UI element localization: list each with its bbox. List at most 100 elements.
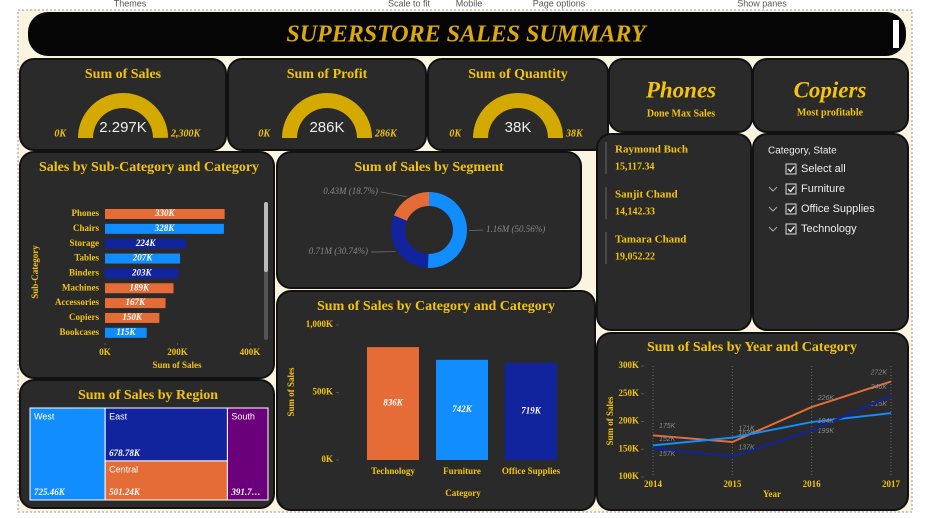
customer-value: 14,142.33	[615, 206, 655, 217]
gauge-min: 0K	[258, 128, 271, 139]
data-label: 391.7…	[230, 487, 260, 497]
check	[787, 206, 796, 213]
chart-title: Sales by Sub-Category and Category	[39, 160, 259, 175]
data-label: 501.24K	[109, 487, 141, 497]
toolbar-item[interactable]: Page options	[533, 0, 586, 8]
bar	[105, 223, 224, 234]
toolbar-item[interactable]: Show panes	[737, 0, 787, 8]
y-axis-label: Sum of Sales	[605, 396, 615, 446]
y-tick-label: Accessories	[55, 297, 99, 307]
data-label: 152K	[659, 436, 676, 443]
data-label: 0.43M (18.7%)	[323, 186, 378, 196]
bar	[105, 209, 225, 219]
bar	[505, 362, 557, 460]
customer-name: Raymond Buch	[615, 144, 688, 156]
x-tick-label: 2014	[644, 479, 663, 489]
gauge-max: 286K	[374, 128, 398, 139]
y-tick-label: 1,000K	[306, 319, 333, 329]
checkbox[interactable]	[785, 223, 797, 235]
gauge-fill	[282, 93, 372, 138]
data-label: 719K	[521, 406, 542, 416]
x-tick-label: 400K	[240, 347, 261, 357]
data-label: 137K	[738, 444, 755, 451]
gauge-min: 0K	[54, 128, 67, 139]
gauge-title: Sum of Sales	[85, 67, 162, 82]
toolbar-item[interactable]: Mobile	[456, 0, 483, 8]
card-value: Copiers	[794, 77, 867, 102]
gauge-value: 38K	[505, 119, 532, 136]
chart-title: Sum of Sales by Segment	[354, 160, 504, 175]
gauge-fill	[78, 93, 168, 138]
slicer-item[interactable]: Office Supplies	[801, 203, 875, 215]
gauge-title: Sum of Quantity	[468, 67, 568, 82]
data-label: 207K	[132, 253, 154, 263]
toolbar-item[interactable]: Scale to fit	[388, 0, 431, 8]
y-tick-label: 200K	[618, 416, 639, 426]
customer-value: 19,052.22	[615, 251, 655, 262]
data-label: 115K	[116, 327, 136, 337]
bar	[436, 359, 488, 460]
bar	[105, 268, 179, 279]
y-tick-label: Bookcases	[59, 327, 99, 337]
chevron	[768, 226, 778, 232]
checkbox[interactable]	[785, 183, 797, 195]
y-tick-label: Binders	[69, 267, 100, 277]
donut-slice	[393, 192, 429, 221]
data-label: 246K	[870, 384, 888, 391]
scroll-thumb[interactable]	[264, 202, 268, 272]
data-label: 157K	[659, 451, 676, 458]
slicer-item[interactable]: Select all	[801, 163, 846, 175]
chart-title: Sum of Sales by Region	[78, 388, 218, 403]
series-line	[652, 395, 892, 458]
y-tick-label: Phones	[71, 208, 99, 218]
gauge-max: 38K	[565, 128, 584, 139]
y-tick-label: 250K	[618, 388, 639, 398]
treemap-tile	[104, 460, 228, 501]
toolbar-item[interactable]: Themes	[114, 0, 147, 8]
panel	[596, 133, 752, 331]
data-label: 836K	[383, 398, 404, 408]
slicer-title: Category, State	[768, 146, 837, 157]
y-tick-label: Tables	[74, 253, 99, 263]
data-label: 150K	[122, 312, 143, 322]
slicer-item[interactable]: Technology	[801, 223, 857, 235]
tile-label: South	[231, 411, 255, 421]
data-label: 330K	[154, 208, 176, 218]
x-axis-label: Category	[445, 488, 481, 498]
checkbox[interactable]	[785, 163, 797, 175]
bar	[105, 298, 166, 309]
series-line	[652, 412, 892, 447]
data-label: 171K	[738, 425, 755, 432]
panel	[19, 151, 275, 379]
chart-title: Sum of Sales by Year and Category	[647, 340, 857, 355]
slicer-item[interactable]: Furniture	[801, 183, 845, 195]
checkbox[interactable]	[785, 203, 797, 215]
data-label: 0.71M (30.74%)	[309, 246, 368, 256]
tile-label: Central	[109, 464, 138, 474]
data-label: 203K	[131, 267, 153, 277]
y-tick-label: 100K	[618, 471, 639, 481]
data-label: 215K	[870, 401, 888, 408]
x-tick-label: Furniture	[443, 466, 481, 476]
y-tick-label: Copiers	[69, 312, 99, 322]
tile-label: East	[109, 411, 128, 421]
x-tick-label: 2016	[803, 479, 822, 489]
x-tick-label: 2015	[723, 479, 742, 489]
y-tick-label: 0K	[321, 454, 333, 464]
donut-slice	[391, 215, 429, 268]
y-tick-label: Chairs	[73, 223, 100, 233]
y-tick-label: 150K	[618, 443, 639, 453]
data-label: 328K	[154, 223, 176, 233]
x-tick-label: Office Supplies	[502, 466, 561, 476]
gauge-title: Sum of Profit	[287, 67, 368, 82]
donut-slice	[427, 191, 468, 268]
check	[787, 166, 796, 173]
leader-line	[380, 191, 407, 198]
x-tick-label: 2017	[882, 479, 901, 489]
x-axis-label: Year	[763, 489, 781, 499]
bar	[367, 347, 419, 460]
x-tick-label: 0K	[99, 347, 111, 357]
panel	[752, 133, 909, 331]
treemap-tile	[29, 407, 106, 501]
data-label: 272K	[870, 369, 888, 376]
